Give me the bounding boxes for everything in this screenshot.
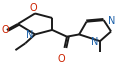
Text: O: O xyxy=(58,54,65,64)
Text: N: N xyxy=(91,37,99,47)
Text: N: N xyxy=(26,30,33,40)
Text: O: O xyxy=(29,3,37,13)
Text: N: N xyxy=(108,16,115,26)
Text: O: O xyxy=(2,25,9,35)
